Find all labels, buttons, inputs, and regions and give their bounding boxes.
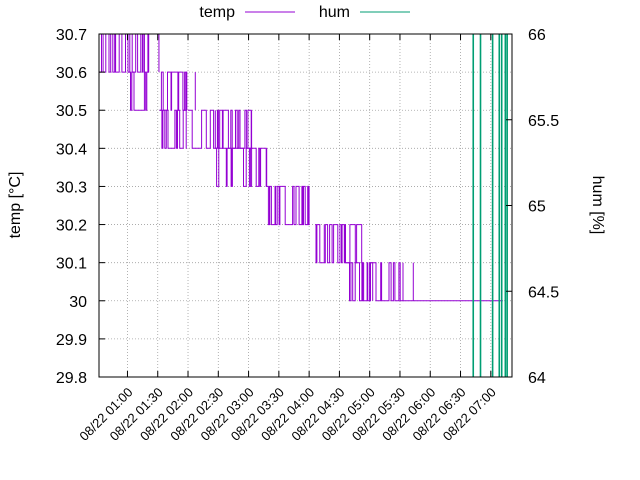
y-axis-left: 29.8 29.9 30 30.1 30.2 30.3 30.4 30.5 30.6 30.7 xyxy=(56,27,105,387)
y-tick-label: 30.5 xyxy=(56,103,87,120)
legend: temp hum xyxy=(199,4,410,21)
temp-line-segment xyxy=(369,262,404,302)
y-tick-label: 29.9 xyxy=(56,332,87,349)
hum-series xyxy=(472,34,508,377)
temp-line-segment xyxy=(315,224,346,264)
y-tick-label: 30.6 xyxy=(56,65,87,82)
y-tick-label: 30.2 xyxy=(56,218,87,235)
temp-line-segment xyxy=(345,224,364,264)
temp-line-segment xyxy=(159,71,188,111)
temp-line-segment xyxy=(266,185,295,226)
y-tick-label: 30.4 xyxy=(56,141,87,158)
temp-line-segment xyxy=(248,147,268,187)
temp-line-segment xyxy=(159,109,187,149)
y-tick-label: 30.7 xyxy=(56,27,87,44)
legend-label-temp: temp xyxy=(199,4,235,21)
y2-tick-label: 65.5 xyxy=(528,113,559,130)
y-axis-right: 64 64.5 65 65.5 66 xyxy=(506,27,559,387)
temp-line-segment xyxy=(188,109,216,149)
y-tick-label: 29.8 xyxy=(56,370,87,387)
temp-series xyxy=(99,33,503,302)
temp-line-segment xyxy=(215,109,253,149)
y2-tick-label: 65 xyxy=(528,199,546,216)
y2-tick-label: 64.5 xyxy=(528,284,559,301)
y2-axis-title: hum [%] xyxy=(589,176,606,235)
y-tick-label: 30 xyxy=(69,294,87,311)
temp-line-segment xyxy=(294,185,310,226)
temp-line-segment xyxy=(99,33,150,73)
y-tick-label: 30.1 xyxy=(56,256,87,273)
y-axis-title: temp [°C] xyxy=(7,172,24,239)
y2-tick-label: 64 xyxy=(528,370,546,387)
temp-line-segment xyxy=(345,262,374,302)
legend-label-hum: hum xyxy=(319,4,350,21)
y-tick-label: 30.3 xyxy=(56,179,87,196)
y2-tick-label: 66 xyxy=(528,27,546,44)
temp-line-segment xyxy=(215,147,253,187)
